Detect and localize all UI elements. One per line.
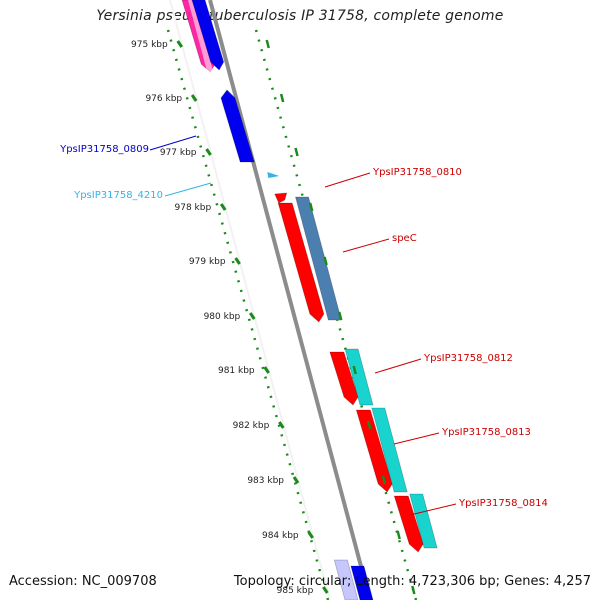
backbone-line (208, 0, 372, 600)
feature-YpsIP31758_4210 (267, 172, 280, 178)
scale-tick-mark-right (338, 311, 343, 321)
gene-label: YpsIP31758_0812 (423, 353, 513, 364)
scale-tick-label: 980 kbp (204, 312, 241, 322)
gene-leader-line (324, 172, 371, 188)
feature-YpsIP31758_0814-cyan (409, 493, 438, 549)
gene-labels: YpsIP31758_0809 YpsIP31758_4210 YpsIP31758… (59, 135, 548, 516)
gene-label: YpsIP31758_0813 (441, 427, 531, 438)
feature-YpsIP31758_0810 (274, 192, 288, 204)
scale-tick-label: 983 kbp (247, 476, 284, 486)
scale-tick-mark (307, 531, 314, 539)
genome-summary-text: Topology: circular; Length: 4,723,306 bp… (233, 574, 591, 589)
scale-tick-mark (234, 257, 241, 265)
scale-tick-mark-right (381, 475, 387, 485)
scale-tick-label: 977 kbp (160, 148, 197, 158)
scale-tick-mark (263, 366, 270, 374)
gene-leader-line (164, 182, 212, 197)
scale-tick-mark (190, 94, 198, 102)
feature-blue-top (191, 0, 225, 71)
scale-tick-label: 979 kbp (189, 257, 226, 267)
scale-tick-label: 984 kbp (262, 531, 299, 541)
gene-leader-line (374, 358, 422, 374)
feature-YpsIP31758_0813-red (355, 409, 393, 493)
scale-tick-mark-right (367, 420, 372, 430)
scale-tick-mark-right (265, 39, 270, 49)
scale-tick-label: 978 kbp (175, 203, 212, 213)
gene-label: speC (392, 233, 417, 244)
features (181, 0, 438, 600)
accession-text: Accession: NC_009708 (9, 574, 157, 589)
scale-tick-label: 982 kbp (233, 421, 270, 431)
feature-YpsIP31758_0814-red (393, 495, 424, 553)
scale-tick-mark-right (396, 530, 401, 540)
feature-speC-red (277, 202, 325, 323)
gene-label: YpsIP31758_0809 (59, 144, 149, 155)
gene-label: YpsIP31758_0810 (372, 167, 462, 178)
gene-leader-line (393, 432, 440, 445)
backbone (208, 0, 372, 600)
scale-tick-mark-right (411, 585, 416, 595)
feature-YpsIP31758_0813-cyan (371, 407, 408, 493)
scale-tick-mark (219, 203, 227, 211)
scale-ticks: 975 kbp 976 kbp 977 kbp 978 kbp 979 kbp 980 k… (131, 39, 416, 596)
scale-tick-mark-right (308, 202, 314, 212)
scale-tick-mark-right (352, 365, 357, 375)
scale-tick-mark (205, 148, 212, 156)
feature-YpsIP31758_0812-red (329, 351, 359, 406)
feature-YpsIP31758_0812-cyan (344, 348, 374, 406)
scale-tick-label: 985 kbp (277, 586, 314, 596)
gene-leader-line (409, 503, 457, 516)
scale-tick-mark-right (294, 147, 299, 157)
scale-tick-mark (292, 476, 300, 484)
feature-bottom-blue (350, 565, 374, 600)
feature-speC-steel (295, 196, 342, 321)
feature-bottom-faded (333, 559, 359, 600)
gene-label: YpsIP31758_0814 (458, 498, 548, 509)
scale-tick-mark (278, 421, 285, 429)
scale-tick-mark (322, 586, 329, 594)
gene-leader-line (342, 238, 390, 253)
scale-tick-mark (176, 40, 183, 48)
scale-tick-label: 981 kbp (218, 366, 255, 376)
scale-tick-mark-right (279, 93, 285, 103)
feature-magenta-highlight (188, 0, 214, 72)
scale-dotline-left (166, 29, 330, 600)
gene-leader-line (149, 135, 197, 151)
scale-tick-mark (249, 312, 256, 320)
scale-tick-label: 976 kbp (145, 94, 182, 104)
scale-tick-label: 975 kbp (131, 40, 168, 50)
feature-YpsIP31758_0809 (220, 89, 255, 163)
scale-tick-mark-right (323, 256, 328, 266)
gene-label: YpsIP31758_4210 (73, 190, 163, 201)
